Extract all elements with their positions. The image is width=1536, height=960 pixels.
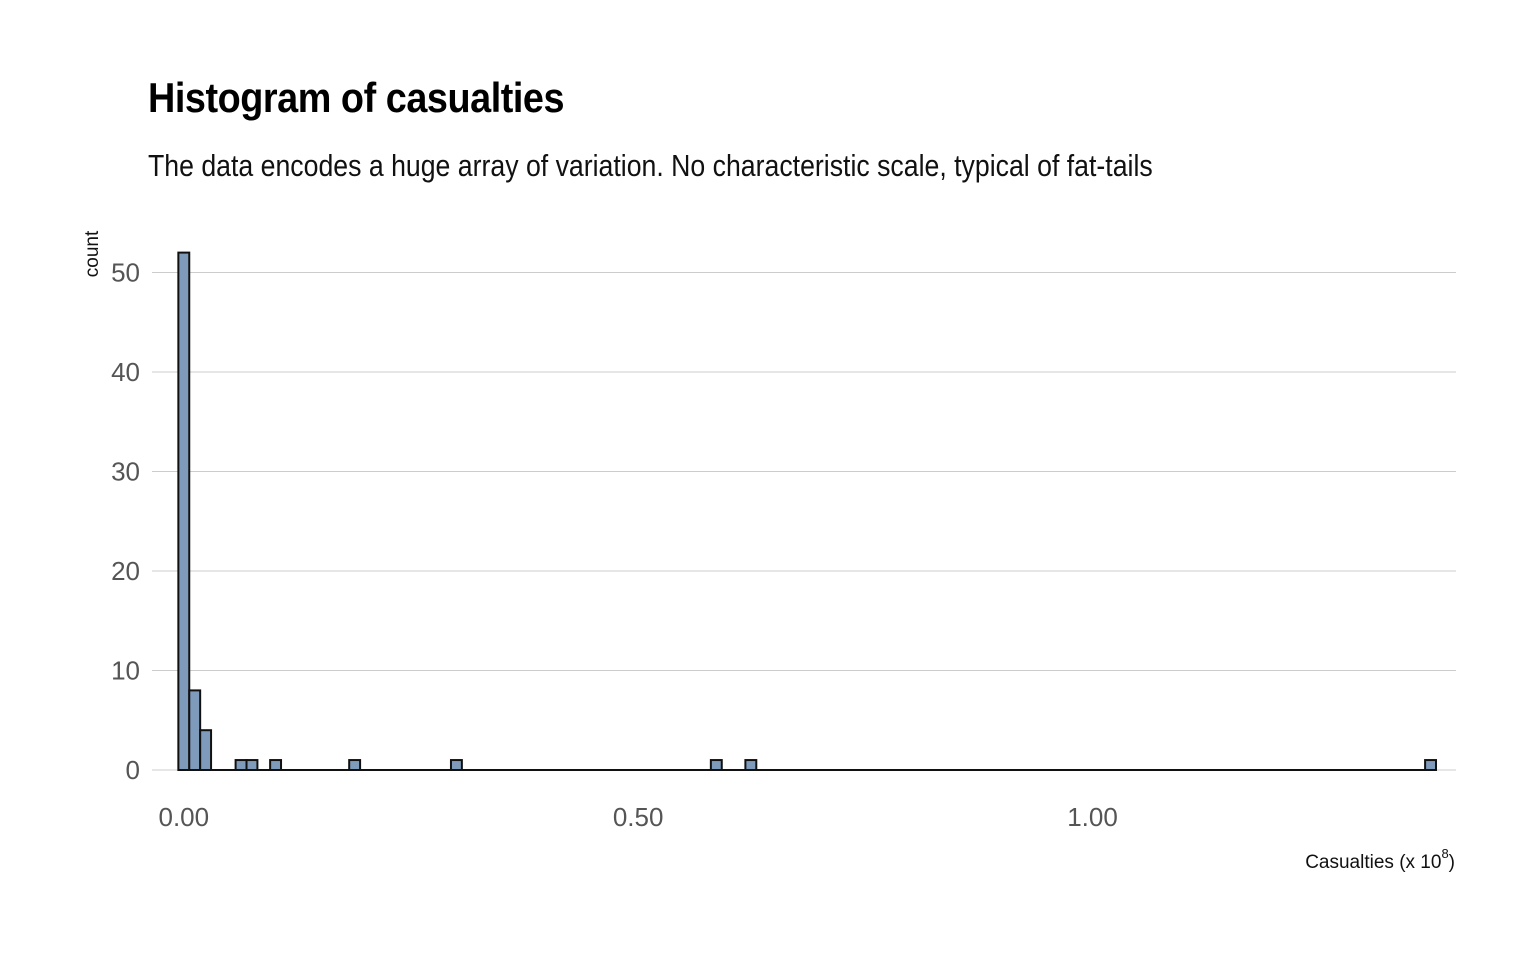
histogram-bar xyxy=(269,759,283,771)
chart-title: Histogram of casualties xyxy=(148,74,565,121)
y-axis-ticks: 0 10 20 30 40 50 xyxy=(111,258,140,786)
y-tick-label: 50 xyxy=(111,258,140,288)
histogram-bar xyxy=(188,689,202,772)
x-axis-label: Casualties (x 108) xyxy=(1305,846,1455,873)
histogram-bar xyxy=(348,759,362,771)
histogram-bar xyxy=(177,251,191,772)
gridlines xyxy=(152,272,1456,771)
x-tick-label: 0.50 xyxy=(613,802,664,832)
chart-subtitle: The data encodes a huge array of variati… xyxy=(148,148,1153,183)
histogram-bar xyxy=(199,729,213,772)
x-tick-label: 1.00 xyxy=(1067,802,1118,832)
y-axis-label: count xyxy=(82,230,103,277)
histogram-bar xyxy=(709,759,723,771)
histogram-bar xyxy=(245,759,259,771)
histogram-bar xyxy=(1424,759,1438,771)
histogram-bar xyxy=(449,759,463,771)
y-tick-label: 30 xyxy=(111,457,140,487)
x-axis-ticks: 0.00 0.50 1.00 xyxy=(159,802,1118,832)
histogram-bar xyxy=(744,759,758,771)
y-tick-label: 10 xyxy=(111,656,140,686)
y-tick-label: 0 xyxy=(126,755,140,785)
y-tick-label: 20 xyxy=(111,556,140,586)
histogram-bar xyxy=(234,759,248,771)
x-tick-label: 0.00 xyxy=(159,802,210,832)
y-tick-label: 40 xyxy=(111,357,140,387)
histogram-bars xyxy=(177,251,1438,772)
